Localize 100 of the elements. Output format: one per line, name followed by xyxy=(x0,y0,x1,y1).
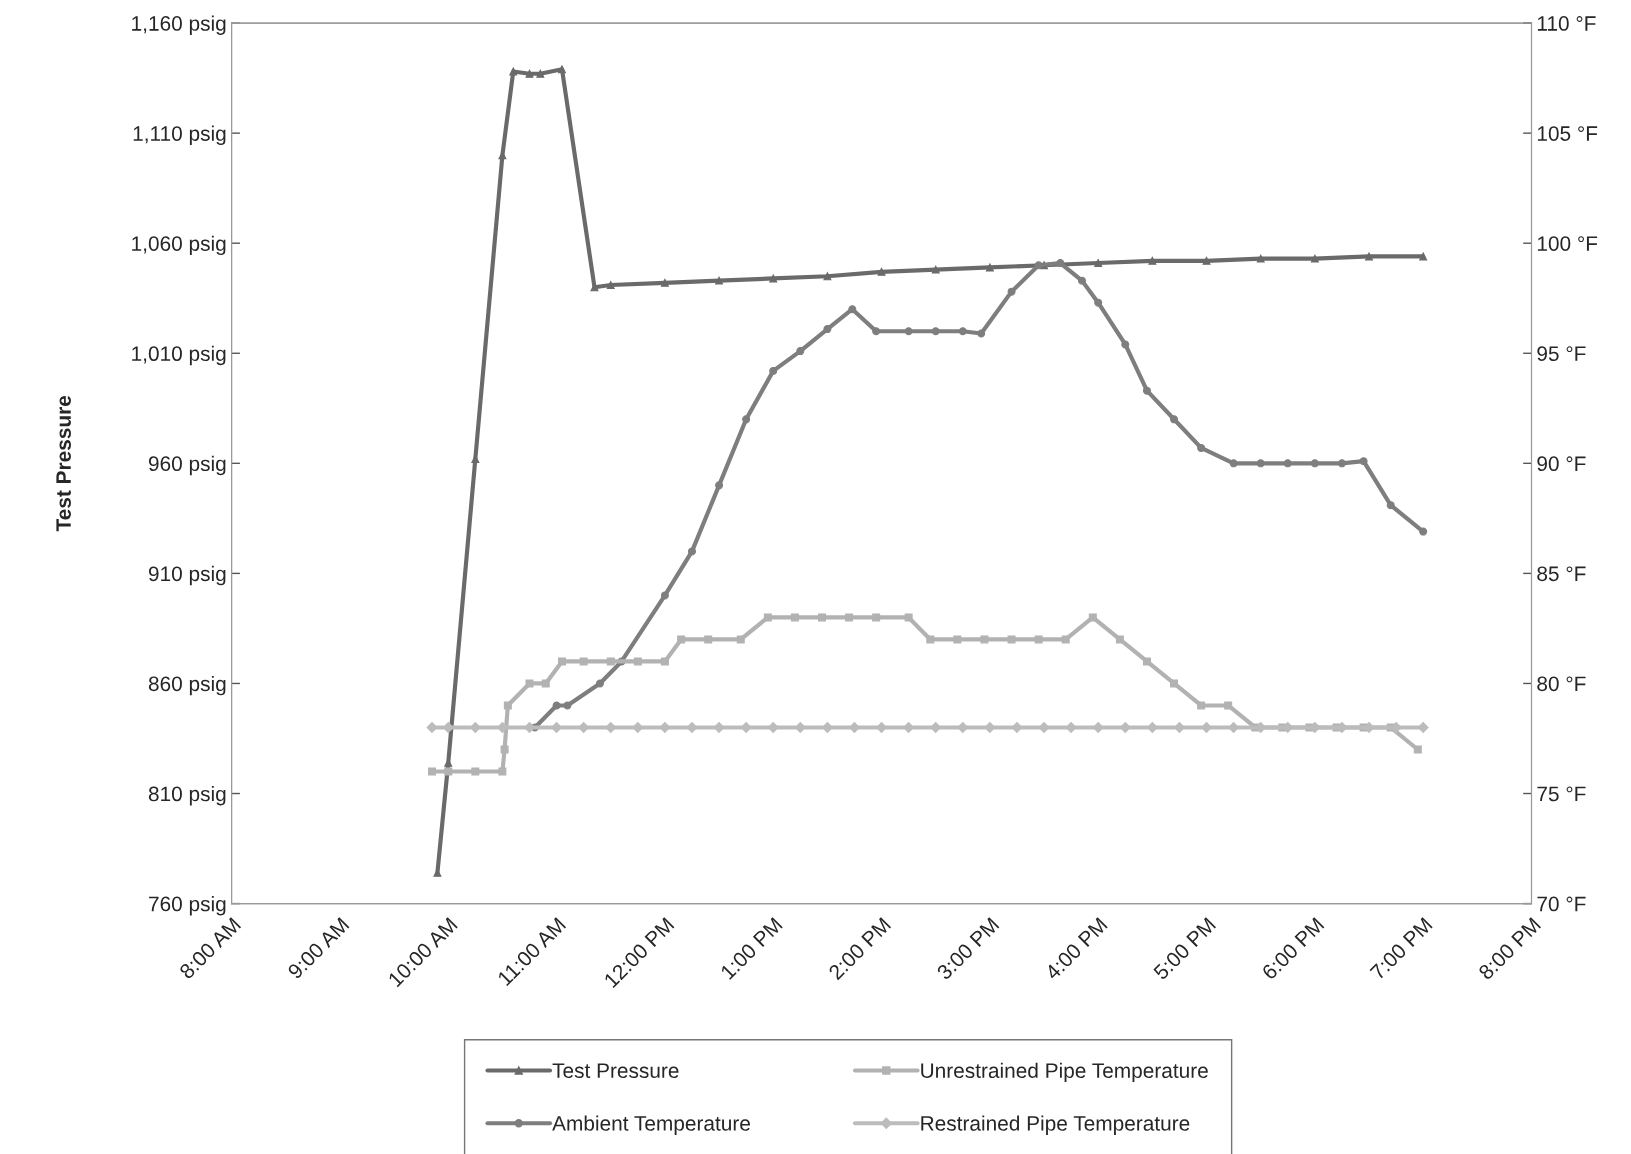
point xyxy=(1174,722,1185,733)
point xyxy=(823,325,832,334)
y2-tick-label: 90 °F xyxy=(1537,456,1586,472)
legend-label: Restrained Pipe Temperature xyxy=(921,1115,1190,1135)
point xyxy=(1310,254,1319,263)
point xyxy=(1148,256,1157,265)
point xyxy=(579,657,588,666)
point xyxy=(525,69,534,78)
y-tick-label: 1,010 psig xyxy=(132,345,226,366)
point xyxy=(1419,527,1428,536)
point xyxy=(503,701,512,710)
x-tick-label: 8:00 PM xyxy=(1477,916,1542,981)
y-tick-label: 910 psig xyxy=(148,565,226,586)
point xyxy=(1034,261,1043,270)
point xyxy=(558,657,566,666)
x-tick-label: 4:00 PM xyxy=(1044,916,1108,981)
point xyxy=(536,69,545,78)
point xyxy=(1197,701,1206,710)
y2-tick-label: 105 °F xyxy=(1537,126,1598,141)
point xyxy=(817,613,826,622)
y-tick-label: 760 psig xyxy=(149,896,226,916)
point xyxy=(704,635,713,644)
point xyxy=(977,329,986,338)
point xyxy=(563,701,572,710)
y-tick-label: 1,160 psig xyxy=(132,15,226,35)
point xyxy=(763,613,772,622)
point xyxy=(849,722,860,733)
y2-tick-label: 95 °F xyxy=(1537,346,1586,362)
point xyxy=(595,679,604,688)
point xyxy=(877,267,886,276)
point xyxy=(1197,443,1206,452)
point xyxy=(931,265,940,274)
point xyxy=(876,722,887,733)
point xyxy=(1094,259,1103,268)
y-tick-label: 960 psig xyxy=(148,455,226,476)
point xyxy=(1224,701,1233,710)
point xyxy=(660,278,669,287)
point xyxy=(1115,635,1124,644)
x-tick-label: 5:00 PM xyxy=(1152,916,1217,981)
y-axis-title: Test Pressure xyxy=(56,395,71,532)
y-tick-label: 860 psig xyxy=(148,675,226,696)
point xyxy=(1077,276,1086,285)
point xyxy=(1337,459,1346,468)
point xyxy=(904,327,913,336)
point xyxy=(1201,722,1212,733)
point xyxy=(660,591,669,600)
point xyxy=(1419,252,1428,261)
point xyxy=(904,613,913,622)
point xyxy=(742,415,751,424)
point xyxy=(953,635,962,644)
point xyxy=(1094,298,1103,307)
point xyxy=(958,327,967,336)
point xyxy=(1229,459,1238,468)
y-tick-label: 810 psig xyxy=(148,785,226,806)
point xyxy=(736,635,745,644)
legend-label: Ambient Temperature xyxy=(552,1115,750,1135)
point xyxy=(872,327,881,336)
point xyxy=(1256,254,1265,263)
x-tick-label: 7:00 PM xyxy=(1369,916,1433,981)
point xyxy=(823,272,832,281)
point xyxy=(1088,613,1097,622)
legend-label: Unrestrained Pipe Temperature xyxy=(921,1062,1208,1083)
point xyxy=(633,657,642,666)
point xyxy=(1056,259,1065,268)
point xyxy=(1142,657,1151,666)
x-tick-label: 3:00 PM xyxy=(935,916,1000,981)
y2-tick-label: 100 °F xyxy=(1537,236,1598,251)
point xyxy=(796,347,805,356)
point xyxy=(872,613,881,622)
point xyxy=(1256,459,1265,468)
x-tick-label: 9:00 AM xyxy=(286,916,350,980)
point xyxy=(1007,287,1016,296)
point xyxy=(769,366,778,375)
point xyxy=(790,613,799,622)
point xyxy=(687,547,696,556)
point xyxy=(769,274,778,283)
point xyxy=(524,722,535,733)
point xyxy=(1359,457,1368,466)
point xyxy=(660,657,669,666)
point xyxy=(715,276,724,285)
y2-tick-label: 70 °F xyxy=(1537,896,1586,912)
point xyxy=(1170,415,1179,424)
point xyxy=(552,701,561,710)
point xyxy=(980,635,989,644)
x-tick-label: 6:00 PM xyxy=(1261,916,1325,981)
point xyxy=(1283,459,1292,468)
y-tick-label: 1,110 psig xyxy=(133,125,226,146)
point xyxy=(1061,635,1070,644)
point xyxy=(1034,635,1043,644)
point xyxy=(1386,501,1395,510)
y2-tick-label: 75 °F xyxy=(1537,786,1586,802)
point xyxy=(715,481,724,490)
point xyxy=(1121,340,1130,349)
point xyxy=(677,635,686,644)
point xyxy=(541,679,550,688)
point xyxy=(1202,256,1211,265)
point xyxy=(926,635,935,644)
point xyxy=(1142,386,1151,395)
point xyxy=(606,281,615,290)
y-tick-label: 1,060 psig xyxy=(132,235,226,256)
